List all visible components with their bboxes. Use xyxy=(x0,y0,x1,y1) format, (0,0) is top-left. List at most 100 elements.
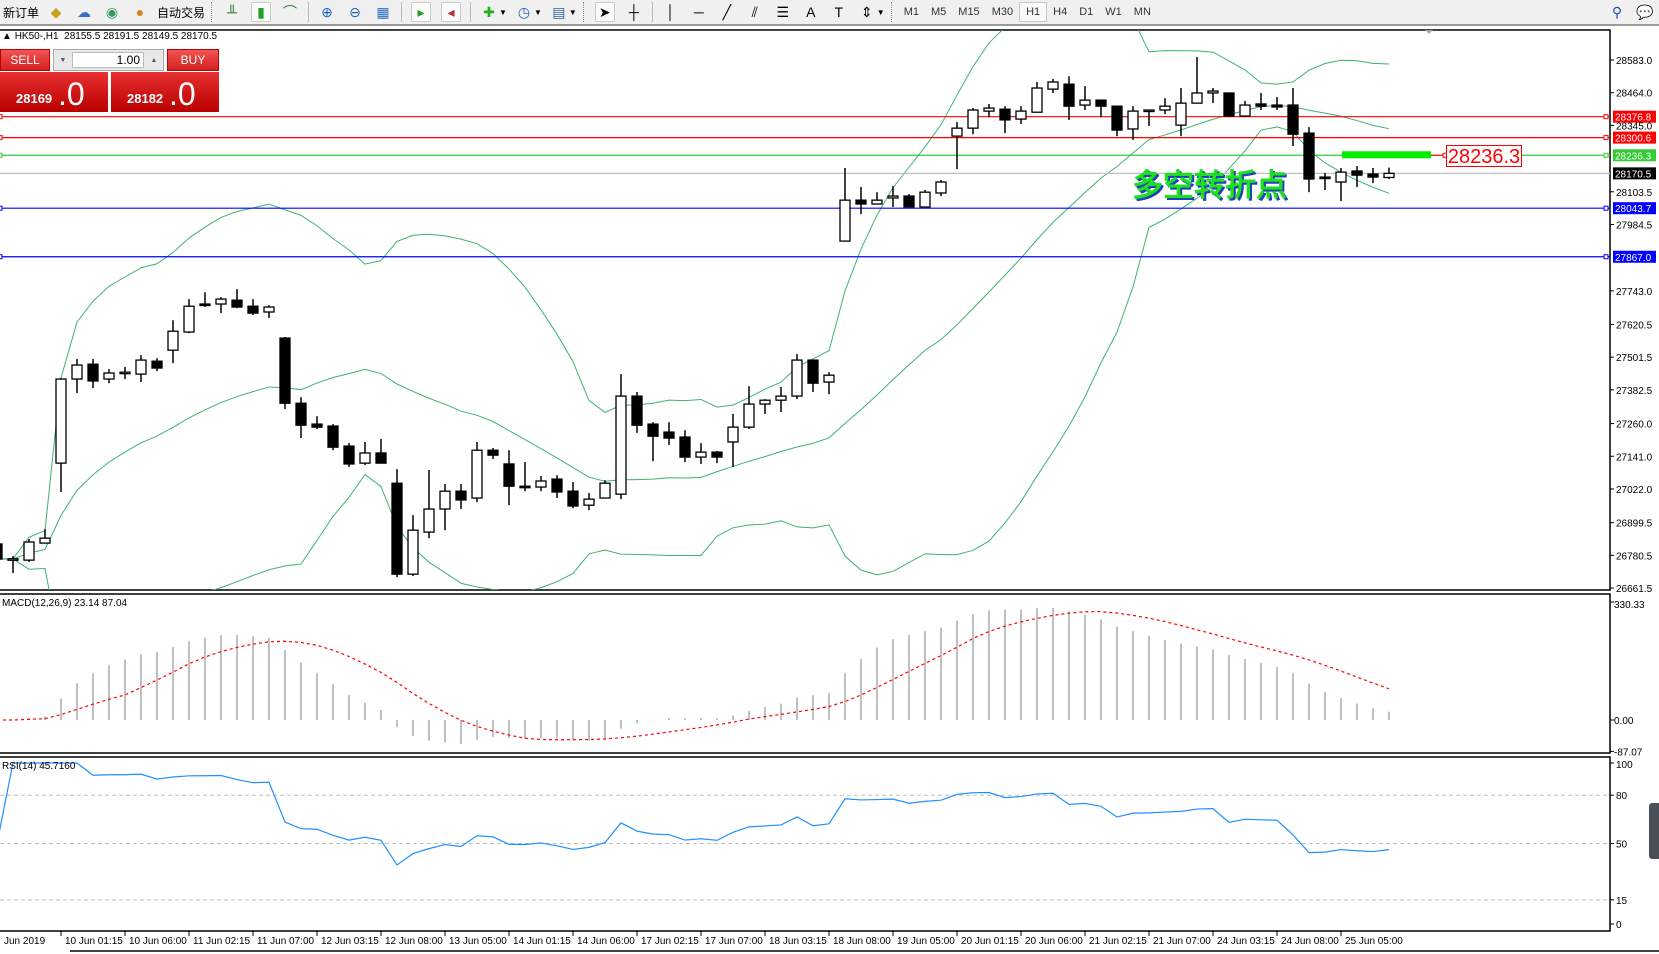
candle[interactable] xyxy=(199,292,211,308)
sell-button[interactable]: SELL xyxy=(0,49,50,71)
buy-price-button[interactable]: 28182 .0 xyxy=(111,72,219,112)
level-handle[interactable] xyxy=(0,152,3,158)
candle[interactable] xyxy=(263,305,275,319)
candle[interactable] xyxy=(1335,167,1347,201)
candle[interactable] xyxy=(1015,106,1027,125)
candle[interactable] xyxy=(7,556,19,574)
candle[interactable] xyxy=(695,443,707,464)
candle[interactable] xyxy=(391,469,403,578)
line-chart-icon[interactable]: ⌒ xyxy=(283,4,298,20)
candle[interactable] xyxy=(727,413,739,467)
candle[interactable] xyxy=(759,399,771,414)
candle[interactable] xyxy=(807,359,819,392)
candle[interactable] xyxy=(1095,99,1107,118)
lot-increase-icon[interactable]: ▲ xyxy=(150,56,158,64)
candle[interactable] xyxy=(631,391,643,433)
candle[interactable] xyxy=(519,462,531,492)
candle[interactable] xyxy=(247,299,259,316)
candle[interactable] xyxy=(343,443,355,467)
candle[interactable] xyxy=(551,475,563,499)
candle[interactable] xyxy=(215,297,227,314)
timeframe-m15[interactable]: M15 xyxy=(958,6,980,18)
cursor-icon[interactable]: ➤ xyxy=(594,2,615,22)
candle[interactable] xyxy=(1207,88,1219,104)
candle[interactable] xyxy=(471,441,483,503)
reversal-point-annotation[interactable]: 多空转折点 xyxy=(1132,168,1287,204)
equidistant-channel-icon[interactable]: ⫽ xyxy=(751,4,758,20)
candle[interactable] xyxy=(855,186,867,215)
history-center-icon[interactable]: ◆ xyxy=(50,4,62,20)
timeframe-h4[interactable]: H4 xyxy=(1053,6,1068,18)
candle[interactable] xyxy=(151,358,163,372)
templates-icon[interactable]: ▤ xyxy=(552,4,566,20)
timeframe-mn[interactable]: MN xyxy=(1133,6,1151,18)
candle[interactable] xyxy=(791,354,803,400)
text-label-icon[interactable]: T xyxy=(834,4,844,20)
candle[interactable] xyxy=(1079,86,1091,111)
lot-decrease-icon[interactable]: ▼ xyxy=(59,56,67,64)
candle[interactable] xyxy=(935,180,947,197)
candle[interactable] xyxy=(1143,109,1155,126)
candle[interactable] xyxy=(1047,78,1059,93)
buy-button[interactable]: BUY xyxy=(167,49,219,71)
horizontal-line-icon[interactable]: ─ xyxy=(693,4,704,20)
candle[interactable] xyxy=(1159,98,1171,115)
candle[interactable] xyxy=(1031,81,1043,113)
candle[interactable] xyxy=(743,386,755,430)
candle[interactable] xyxy=(39,529,51,544)
candle[interactable] xyxy=(1367,167,1379,184)
candle[interactable] xyxy=(375,438,387,464)
zoom-out-icon[interactable]: ⊖ xyxy=(349,4,361,20)
candle[interactable] xyxy=(615,374,627,500)
new-chart-icon[interactable]: ✚ xyxy=(483,4,495,20)
candle[interactable] xyxy=(1239,100,1251,118)
candle[interactable] xyxy=(279,336,291,409)
level-handle[interactable] xyxy=(0,254,3,260)
candle[interactable] xyxy=(1319,172,1331,190)
signal-icon[interactable]: ◉ xyxy=(105,4,119,20)
candle[interactable] xyxy=(135,355,147,383)
collapse-triangle-icon[interactable]: ▲ xyxy=(2,31,12,42)
fibonacci-icon[interactable]: ☰ xyxy=(776,4,790,20)
timeframe-m30[interactable]: M30 xyxy=(991,6,1014,18)
candle[interactable] xyxy=(295,397,307,439)
candle[interactable] xyxy=(711,451,723,464)
timeframe-w1[interactable]: W1 xyxy=(1105,6,1122,18)
candle[interactable] xyxy=(823,372,835,395)
periods-clock-icon[interactable]: ◷ xyxy=(517,4,531,20)
level-handle[interactable] xyxy=(0,135,3,141)
candlestick-icon[interactable]: ▮ xyxy=(251,2,272,22)
candle[interactable] xyxy=(1127,106,1139,140)
candle[interactable] xyxy=(359,441,371,466)
bar-chart-icon[interactable]: ╨ xyxy=(227,4,237,20)
level-handle[interactable] xyxy=(1603,205,1609,211)
candle[interactable] xyxy=(455,484,467,510)
candle[interactable] xyxy=(967,108,979,135)
candle[interactable] xyxy=(0,541,3,562)
dropdown-arrow-icon[interactable]: ▼ xyxy=(533,7,542,17)
crosshair-icon[interactable]: ┼ xyxy=(628,4,639,20)
candle[interactable] xyxy=(1287,88,1299,147)
candle[interactable] xyxy=(87,358,99,389)
candle[interactable] xyxy=(647,422,659,462)
candle[interactable] xyxy=(1271,97,1283,111)
candle[interactable] xyxy=(1175,88,1187,137)
candle[interactable] xyxy=(871,192,883,205)
search-icon[interactable]: ⚲ xyxy=(1611,4,1623,20)
timeframe-d1[interactable]: D1 xyxy=(1079,6,1094,18)
candle[interactable] xyxy=(55,377,67,492)
dropdown-arrow-icon[interactable]: ▼ xyxy=(499,7,507,17)
candle[interactable] xyxy=(1191,56,1203,104)
arrows-icon[interactable]: ⇕ xyxy=(860,4,873,20)
autoscroll-icon[interactable]: ◂ xyxy=(441,2,462,22)
candle[interactable] xyxy=(167,320,179,364)
candle[interactable] xyxy=(1063,76,1075,120)
candle[interactable] xyxy=(407,515,419,577)
lot-size-stepper[interactable]: ▼ ▲ xyxy=(53,49,164,71)
vertical-line-icon[interactable]: │ xyxy=(666,4,676,20)
trendline-icon[interactable]: ╱ xyxy=(722,4,732,20)
level-price-callout[interactable]: 28236.3 xyxy=(1446,145,1522,168)
candle[interactable] xyxy=(1255,92,1267,111)
candle[interactable] xyxy=(327,424,339,451)
level-handle[interactable] xyxy=(1603,135,1609,141)
